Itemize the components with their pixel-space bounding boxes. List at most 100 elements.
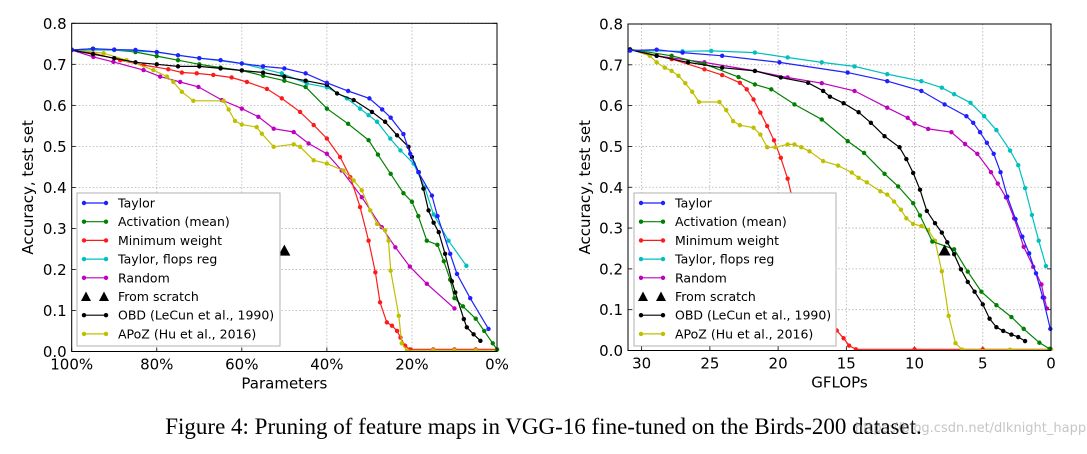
- x-tick-label: 100%: [50, 356, 93, 374]
- data-point: [910, 170, 916, 176]
- legend-label: APoZ (Hu et al., 2016): [675, 326, 813, 341]
- legend-label: Taylor, flops reg: [117, 252, 217, 267]
- data-point: [719, 72, 725, 78]
- data-point: [939, 85, 945, 90]
- data-point: [359, 195, 364, 200]
- data-point: [819, 60, 824, 65]
- data-point: [752, 68, 758, 74]
- data-point: [239, 106, 245, 111]
- x-tick-label: 80%: [140, 356, 173, 374]
- data-point: [945, 240, 950, 245]
- data-point: [820, 88, 826, 94]
- y-axis-label: Accuracy, test set: [576, 120, 594, 255]
- figure-caption: Figure 4: Pruning of feature maps in VGG…: [165, 414, 922, 439]
- data-point: [785, 142, 790, 147]
- data-point: [239, 68, 245, 73]
- data-point: [769, 87, 774, 92]
- legend-marker: [81, 275, 87, 280]
- data-point: [939, 269, 945, 274]
- data-point: [930, 239, 935, 244]
- data-point: [696, 99, 702, 105]
- data-point: [373, 270, 378, 275]
- data-point: [303, 78, 308, 83]
- data-point: [752, 82, 758, 87]
- data-point: [175, 53, 181, 58]
- legend-marker: [81, 238, 87, 243]
- data-point: [953, 340, 958, 346]
- data-point: [744, 87, 749, 92]
- legend-item: OBD (LeCun et al., 1990): [638, 308, 831, 323]
- data-point: [239, 61, 245, 66]
- data-point: [473, 348, 478, 352]
- data-point: [662, 65, 668, 70]
- data-point: [932, 220, 938, 226]
- watermark: https://blog.csdn.net/dlknight_happy: [855, 421, 1087, 436]
- data-point: [452, 306, 457, 311]
- legend-item: Activation (mean): [638, 214, 787, 229]
- data-point: [90, 51, 96, 57]
- data-point: [910, 221, 916, 227]
- x-tick-label: 10: [905, 355, 924, 373]
- data-point: [351, 97, 356, 103]
- data-point: [369, 109, 375, 115]
- data-point: [431, 212, 436, 217]
- legend-box: [76, 192, 281, 347]
- data-point: [965, 279, 970, 285]
- data-point: [981, 114, 987, 119]
- legend-marker: [81, 313, 87, 318]
- series-taylor: [71, 46, 491, 332]
- data-point: [885, 71, 890, 77]
- legend-item: OBD (LeCun et al., 1990): [81, 308, 274, 323]
- data-point: [719, 65, 725, 70]
- data-point: [979, 289, 984, 294]
- data-point: [1022, 185, 1028, 191]
- data-point: [254, 124, 259, 130]
- data-point: [964, 114, 969, 119]
- data-point: [946, 313, 951, 319]
- chart-1: 0.0 0.1 0.2 0.3 0.4 0.5 0.6 0.7 0.8 100% 80% 60% 40%…: [19, 15, 509, 393]
- data-point: [341, 168, 346, 173]
- legend-label: Taylor, flops reg: [674, 252, 774, 267]
- y-tick-label: 0.7: [43, 56, 67, 74]
- y-tick-label: 0.1: [599, 301, 623, 319]
- legend-marker: [638, 200, 644, 206]
- data-point: [389, 323, 395, 328]
- data-point: [468, 295, 473, 301]
- data-point: [917, 213, 923, 218]
- data-point: [905, 115, 910, 121]
- data-point: [429, 193, 435, 198]
- legend-marker: [638, 219, 644, 224]
- data-point: [1022, 338, 1028, 344]
- data-point: [394, 328, 400, 334]
- series-line: [71, 48, 490, 330]
- x-tick-label: 0: [1046, 355, 1056, 373]
- data-point: [435, 242, 440, 248]
- data-point: [197, 55, 202, 61]
- data-point: [845, 138, 850, 144]
- data-point: [792, 142, 797, 147]
- data-point: [792, 102, 797, 107]
- series-line: [629, 49, 1051, 330]
- data-point: [994, 302, 999, 308]
- data-point: [408, 151, 413, 156]
- data-point: [382, 119, 388, 124]
- data-point: [752, 50, 758, 55]
- data-point: [157, 74, 163, 79]
- series-random: [71, 47, 457, 311]
- data-point: [71, 47, 74, 53]
- data-point: [977, 129, 983, 135]
- data-point: [101, 51, 106, 56]
- data-point: [885, 105, 890, 110]
- legend-label: Minimum weight: [118, 233, 222, 248]
- data-point: [807, 149, 812, 154]
- legend-marker: [103, 219, 109, 224]
- y-tick-label: 0.6: [43, 97, 67, 115]
- y-tick-label: 0.4: [43, 179, 67, 197]
- legend-label: From scratch: [675, 289, 756, 304]
- data-point: [416, 170, 421, 175]
- y-tick-label: 0.2: [43, 261, 67, 279]
- data-point: [654, 60, 659, 65]
- data-point: [232, 118, 238, 124]
- data-point: [1033, 271, 1039, 276]
- x-tick-label: 40%: [310, 356, 343, 374]
